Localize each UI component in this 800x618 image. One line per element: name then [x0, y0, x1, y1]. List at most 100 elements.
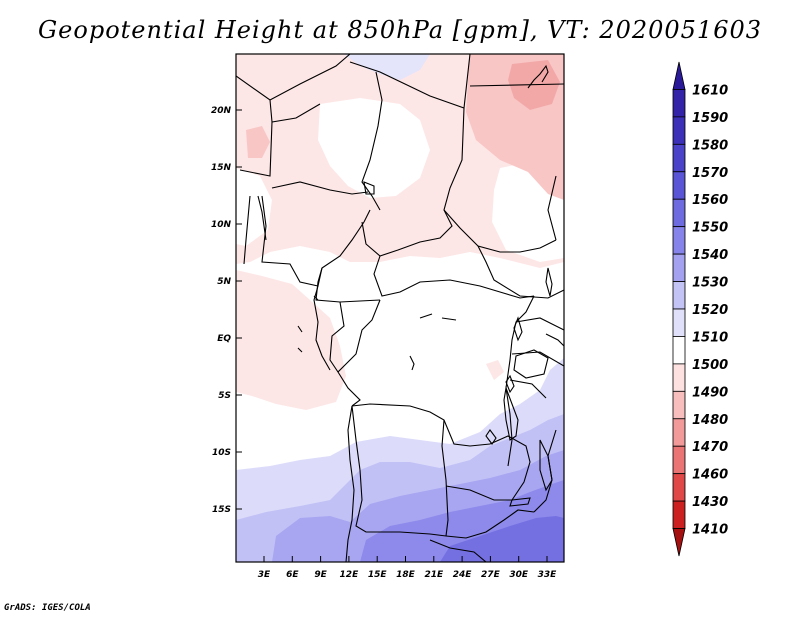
lon-tick-label: 21E [424, 570, 444, 580]
border-line [429, 539, 487, 562]
colorbar-label: 1410 [692, 523, 728, 538]
colorbar-label: 1430 [692, 495, 728, 510]
lake-outline [509, 497, 531, 507]
colorbar-label: 1510 [692, 330, 728, 345]
border-line [511, 351, 564, 367]
lon-tick-label: 18E [396, 570, 416, 580]
lat-tick-label: 20N [211, 106, 232, 116]
lake-outline [539, 439, 553, 492]
field-1490-patch [246, 126, 270, 158]
lake-outline [503, 385, 519, 441]
border-line [443, 209, 557, 253]
border-line [505, 295, 535, 467]
border-line [329, 301, 345, 373]
lon-tick-label: 15E [368, 570, 388, 580]
coast-segment [313, 295, 319, 301]
border-line [509, 379, 547, 399]
lon-tick-label: 30E [509, 570, 529, 580]
colorbar-label: 1480 [692, 413, 728, 428]
map-frame [235, 53, 565, 563]
boundaries [236, 54, 564, 562]
lake-outline [513, 349, 549, 379]
colorbar-label: 1520 [692, 303, 728, 318]
border-line [257, 195, 267, 241]
lake-outline [545, 267, 553, 297]
border-line [315, 267, 381, 303]
chart-title: Geopotential Height at 850hPa [gpm], VT:… [38, 16, 762, 44]
lake-outline [363, 181, 375, 195]
colorbar-segment [672, 473, 686, 502]
field-1550-1560 [440, 516, 564, 562]
field-1500-1490-west [236, 270, 346, 410]
border-line [545, 333, 564, 347]
colorbar-label: 1490 [692, 385, 728, 400]
lat-tick-label: 10S [212, 448, 231, 458]
border-line [349, 54, 471, 109]
lake-outline [505, 374, 515, 394]
field-1510-1520 [344, 54, 430, 80]
border-line [445, 435, 531, 501]
lon-tick-label: 24E [453, 570, 473, 580]
lon-tick-label: 9E [314, 570, 327, 580]
lon-tick-label: 33E [538, 570, 558, 580]
colorbar-label: 1460 [692, 468, 728, 483]
lake-outline [513, 316, 523, 342]
border-line [355, 469, 447, 537]
colorbar-label: 1500 [692, 358, 728, 373]
border-line [469, 83, 564, 87]
border-line [373, 255, 535, 299]
latitude-axis: 20N 15N 10N 5N EQ 5S 10S 15S [211, 106, 242, 515]
colorbar-segment [672, 390, 686, 420]
coast-segment [297, 325, 303, 333]
colorbar-segment [672, 61, 686, 90]
island [297, 347, 303, 353]
colorbar-label: 1570 [692, 166, 728, 181]
border-line [269, 99, 321, 123]
lat-tick-label: 5N [217, 277, 231, 287]
colorbar-label: 1560 [692, 193, 728, 208]
border-line [271, 181, 369, 195]
lon-tick-label: 27E [481, 570, 501, 580]
colorbar-segment [672, 363, 686, 392]
coastline [345, 405, 355, 562]
lake-outline [485, 429, 497, 445]
grads-credit: GrADS: IGES/COLA [4, 603, 91, 613]
colorbar-segment [672, 528, 686, 557]
colorbar-segment [672, 308, 686, 337]
contour-fields [236, 54, 564, 562]
field-1510-patch [236, 168, 272, 246]
colorbar-label: 1540 [692, 248, 728, 263]
river-segment [441, 317, 457, 321]
coastline [313, 285, 331, 371]
longitude-axis: 3E 6E 9E 12E 15E 18E 21E 24E 27E 30E 33E [258, 556, 557, 580]
border-line [361, 71, 383, 211]
lake-outline [527, 64, 549, 89]
border-line [337, 299, 381, 407]
colorbar-segment [672, 445, 686, 475]
colorbar-segment [672, 418, 686, 447]
colorbar-segment [672, 143, 686, 173]
colorbar-segment [672, 253, 686, 282]
border-line [351, 405, 361, 471]
river-segment [409, 355, 415, 371]
lon-tick-label: 12E [340, 570, 360, 580]
border-line [477, 245, 564, 299]
lat-tick-label: 10N [211, 220, 232, 230]
colorbar-label: 1590 [692, 111, 728, 126]
lat-tick-label: 15S [212, 505, 231, 515]
border-line [515, 317, 564, 331]
river-segment [419, 313, 433, 319]
lon-tick-label: 3E [258, 570, 271, 580]
lat-tick-label: 5S [218, 391, 231, 401]
border-line [243, 195, 251, 265]
colorbar-label: 1550 [692, 221, 728, 236]
border-line [441, 419, 449, 537]
colorbar-label: 1530 [692, 276, 728, 291]
colorbar-segment [672, 198, 686, 228]
field-1500-patch [486, 360, 504, 380]
colorbar-segment [672, 89, 686, 118]
colorbar-segment [672, 500, 686, 529]
border-line [236, 54, 351, 101]
border-line [351, 403, 491, 447]
